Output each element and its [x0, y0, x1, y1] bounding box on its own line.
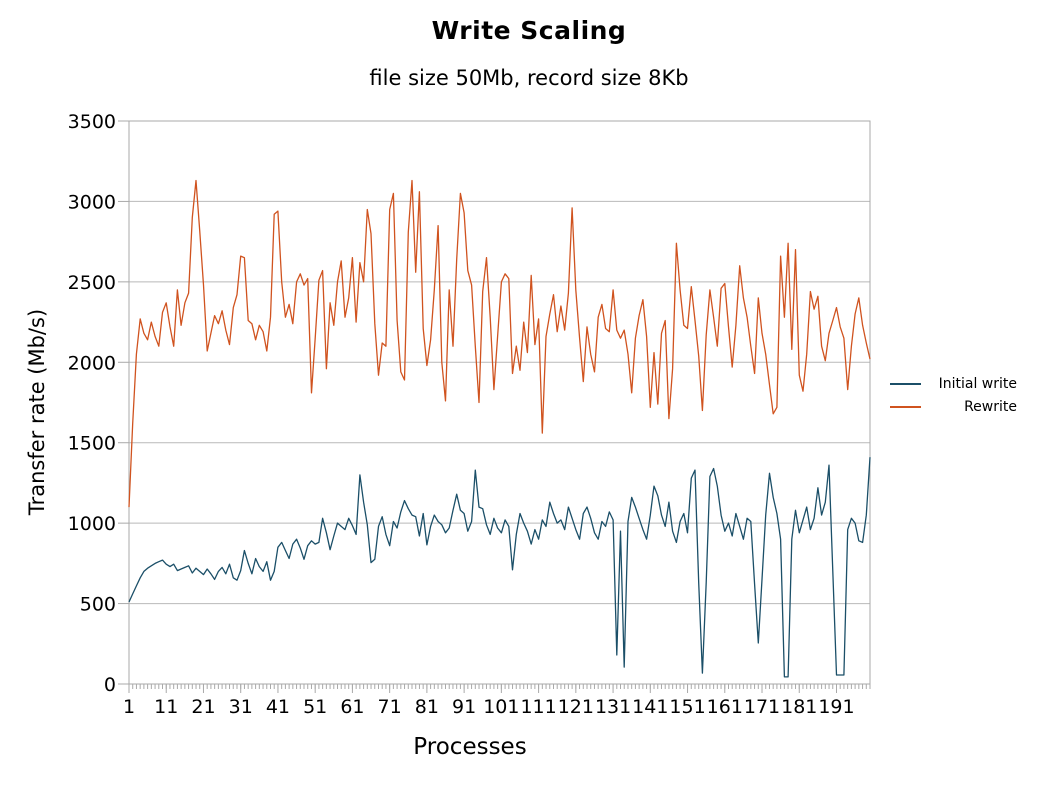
chart-subtitle: file size 50Mb, record size 8Kb — [369, 66, 689, 90]
x-tick-label: 91 — [452, 696, 476, 718]
x-tick-label: 191 — [818, 696, 854, 718]
initial-write-line-swatch — [890, 382, 921, 385]
y-tick-label: 500 — [80, 594, 116, 616]
y-tick-label: 3000 — [68, 191, 116, 213]
x-tick-label: 181 — [781, 696, 817, 718]
x-tick-label: 1 — [123, 696, 135, 718]
x-tick-label: 51 — [303, 696, 327, 718]
y-tick-label: 0 — [104, 674, 116, 696]
x-tick-label: 41 — [266, 696, 290, 718]
legend-label-rewrite: Rewrite — [964, 398, 1017, 415]
x-tick-label: 101 — [483, 696, 519, 718]
x-tick-label: 131 — [595, 696, 631, 718]
plot-border — [128, 120, 871, 685]
x-tick-label: 31 — [229, 696, 253, 718]
y-tick-label: 1000 — [68, 513, 116, 535]
x-tick-label: 141 — [632, 696, 668, 718]
x-tick-label: 171 — [744, 696, 780, 718]
series-line-initial-write — [128, 457, 871, 678]
rewrite-line-swatch — [890, 405, 921, 408]
x-tick-label: 61 — [340, 696, 364, 718]
x-axis-title: Processes — [413, 734, 527, 760]
y-tick-label: 3500 — [68, 111, 116, 133]
y-tick-label: 1500 — [68, 433, 116, 455]
series-line-rewrite — [128, 179, 871, 508]
x-tick-label: 71 — [378, 696, 402, 718]
x-tick-label: 161 — [707, 696, 743, 718]
x-tick-label: 81 — [415, 696, 439, 718]
legend-entry-rewrite: Rewrite — [890, 395, 1017, 418]
y-tick-label: 2500 — [68, 272, 116, 294]
chart-title: Write Scaling — [431, 16, 627, 45]
x-tick-label: 11 — [154, 696, 178, 718]
y-tick-label: 2000 — [68, 352, 116, 374]
x-tick-label: 111 — [520, 696, 556, 718]
legend: Initial write Rewrite — [890, 372, 1017, 418]
x-tick-label: 151 — [669, 696, 705, 718]
x-tick-label: 121 — [558, 696, 594, 718]
x-tick-label: 21 — [191, 696, 215, 718]
legend-entry-initial-write: Initial write — [890, 372, 1017, 395]
legend-label-initial-write: Initial write — [938, 375, 1017, 392]
